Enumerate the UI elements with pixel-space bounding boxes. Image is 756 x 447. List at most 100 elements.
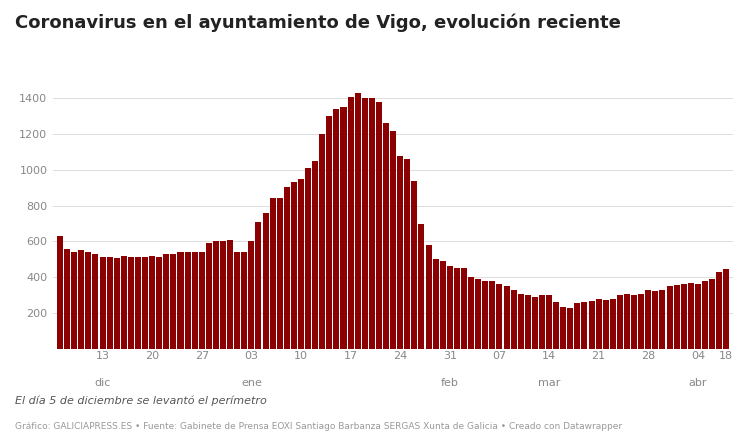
Bar: [716, 272, 722, 349]
Bar: [702, 281, 708, 349]
Bar: [227, 240, 233, 349]
Bar: [680, 284, 686, 349]
Text: dic: dic: [94, 378, 110, 388]
Text: feb: feb: [441, 378, 459, 388]
Bar: [319, 134, 325, 349]
Bar: [376, 102, 382, 349]
Bar: [546, 295, 552, 349]
Bar: [575, 303, 581, 349]
Bar: [411, 181, 417, 349]
Bar: [553, 302, 559, 349]
Bar: [624, 294, 630, 349]
Bar: [383, 123, 389, 349]
Bar: [652, 291, 658, 349]
Bar: [369, 98, 375, 349]
Bar: [603, 300, 609, 349]
Bar: [426, 245, 432, 349]
Bar: [440, 261, 446, 349]
Bar: [567, 308, 573, 349]
Bar: [404, 159, 411, 349]
Bar: [340, 107, 346, 349]
Bar: [149, 256, 155, 349]
Bar: [497, 284, 503, 349]
Bar: [688, 283, 694, 349]
Bar: [142, 257, 148, 349]
Bar: [454, 268, 460, 349]
Bar: [560, 307, 566, 349]
Bar: [355, 93, 361, 349]
Bar: [234, 252, 240, 349]
Bar: [617, 295, 623, 349]
Bar: [284, 187, 290, 349]
Bar: [723, 269, 730, 349]
Bar: [461, 268, 467, 349]
Bar: [85, 252, 91, 349]
Bar: [241, 252, 247, 349]
Bar: [79, 250, 84, 349]
Text: Coronavirus en el ayuntamiento de Vigo, evolución reciente: Coronavirus en el ayuntamiento de Vigo, …: [15, 13, 621, 32]
Bar: [57, 236, 63, 349]
Bar: [695, 284, 701, 349]
Bar: [589, 301, 594, 349]
Bar: [476, 279, 481, 349]
Bar: [163, 254, 169, 349]
Bar: [390, 131, 396, 349]
Text: ene: ene: [241, 378, 262, 388]
Bar: [674, 285, 680, 349]
Bar: [256, 222, 262, 349]
Bar: [206, 243, 212, 349]
Bar: [113, 258, 119, 349]
Bar: [192, 252, 197, 349]
Bar: [64, 249, 70, 349]
Bar: [333, 109, 339, 349]
Bar: [489, 281, 495, 349]
Bar: [638, 294, 644, 349]
Bar: [631, 295, 637, 349]
Bar: [71, 252, 77, 349]
Bar: [170, 254, 176, 349]
Bar: [291, 182, 297, 349]
Bar: [128, 257, 134, 349]
Bar: [220, 241, 226, 349]
Bar: [447, 266, 453, 349]
Bar: [277, 198, 283, 349]
Bar: [397, 156, 403, 349]
Bar: [646, 290, 651, 349]
Bar: [298, 179, 304, 349]
Bar: [348, 97, 354, 349]
Bar: [305, 168, 311, 349]
Bar: [184, 252, 191, 349]
Bar: [468, 277, 474, 349]
Bar: [532, 297, 538, 349]
Bar: [659, 290, 665, 349]
Bar: [327, 116, 333, 349]
Text: mar: mar: [538, 378, 560, 388]
Text: abr: abr: [689, 378, 707, 388]
Bar: [249, 241, 254, 349]
Bar: [213, 241, 219, 349]
Bar: [510, 290, 516, 349]
Bar: [482, 281, 488, 349]
Bar: [667, 286, 673, 349]
Bar: [709, 279, 715, 349]
Bar: [121, 256, 127, 349]
Text: El día 5 de diciembre se levantó el perímetro: El día 5 de diciembre se levantó el perí…: [15, 396, 267, 406]
Bar: [156, 257, 163, 349]
Bar: [107, 257, 113, 349]
Bar: [610, 299, 616, 349]
Bar: [581, 302, 587, 349]
Bar: [92, 254, 98, 349]
Bar: [100, 257, 106, 349]
Bar: [432, 259, 438, 349]
Bar: [362, 98, 367, 349]
Bar: [262, 213, 268, 349]
Bar: [178, 252, 184, 349]
Bar: [525, 295, 531, 349]
Bar: [270, 198, 276, 349]
Bar: [503, 286, 510, 349]
Bar: [539, 295, 545, 349]
Bar: [135, 257, 141, 349]
Bar: [199, 252, 205, 349]
Text: Gráfico: GALICIAPRESS.ES • Fuente: Gabinete de Prensa EOXI Santiago Barbanza SER: Gráfico: GALICIAPRESS.ES • Fuente: Gabin…: [15, 422, 622, 431]
Bar: [518, 294, 524, 349]
